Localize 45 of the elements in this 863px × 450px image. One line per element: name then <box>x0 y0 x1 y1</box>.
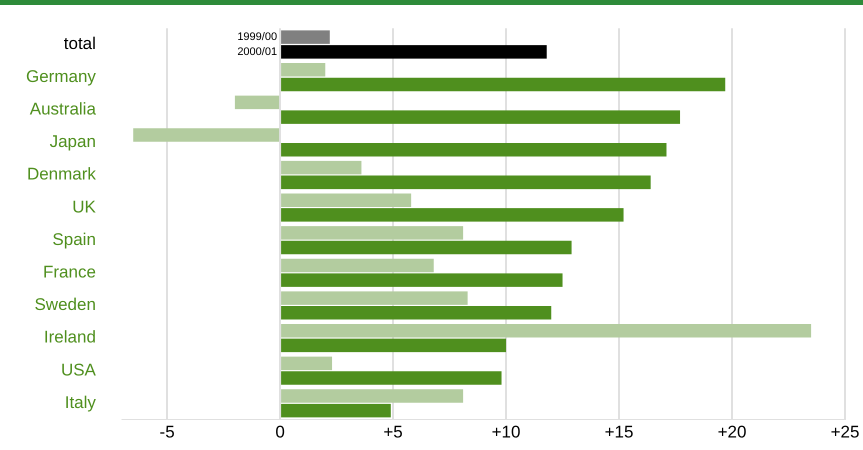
bar <box>281 194 412 208</box>
bar <box>281 273 563 287</box>
bar <box>281 160 362 174</box>
x-tick-label: +5 <box>383 422 403 442</box>
bar <box>281 291 468 305</box>
x-tick-label: 0 <box>275 422 285 442</box>
y-tick-label: Sweden <box>34 295 96 314</box>
bar <box>281 45 547 59</box>
y-tick-label: Ireland <box>44 328 96 347</box>
bar <box>281 258 434 272</box>
bar <box>281 208 624 222</box>
y-tick-label: Japan <box>50 132 96 152</box>
bar <box>281 110 680 124</box>
y-tick-label: UK <box>72 197 97 216</box>
x-tick-label: +25 <box>830 422 860 442</box>
y-tick-label: Spain <box>52 230 96 249</box>
y-tick-label: Australia <box>30 99 96 118</box>
bar <box>281 30 330 44</box>
x-tick-label: +15 <box>604 422 634 442</box>
bar <box>281 404 391 418</box>
bar <box>281 226 464 240</box>
y-tick-label: Denmark <box>26 164 96 184</box>
bar <box>281 63 326 77</box>
y-tick-label: USA <box>60 360 97 380</box>
bar <box>281 176 651 190</box>
bar <box>281 389 464 403</box>
bar <box>281 306 552 320</box>
y-tick-label: Germany <box>26 66 96 86</box>
y-tick-label: total <box>64 34 96 54</box>
series-label: 1999/00 <box>237 31 278 44</box>
x-tick-label: +10 <box>492 422 520 442</box>
y-tick-label: Italy <box>64 392 96 412</box>
x-tick-label: -5 <box>160 422 175 442</box>
bar <box>281 356 332 370</box>
bar <box>281 371 502 385</box>
y-tick-label: France <box>42 262 96 282</box>
bar <box>281 324 812 338</box>
x-tick-label: +20 <box>718 422 746 442</box>
bar <box>234 96 280 110</box>
bar <box>281 240 572 254</box>
bar <box>281 338 506 352</box>
series-label: 2000/01 <box>237 46 278 58</box>
bar <box>133 128 280 142</box>
bar <box>281 78 726 92</box>
bar <box>281 142 666 156</box>
